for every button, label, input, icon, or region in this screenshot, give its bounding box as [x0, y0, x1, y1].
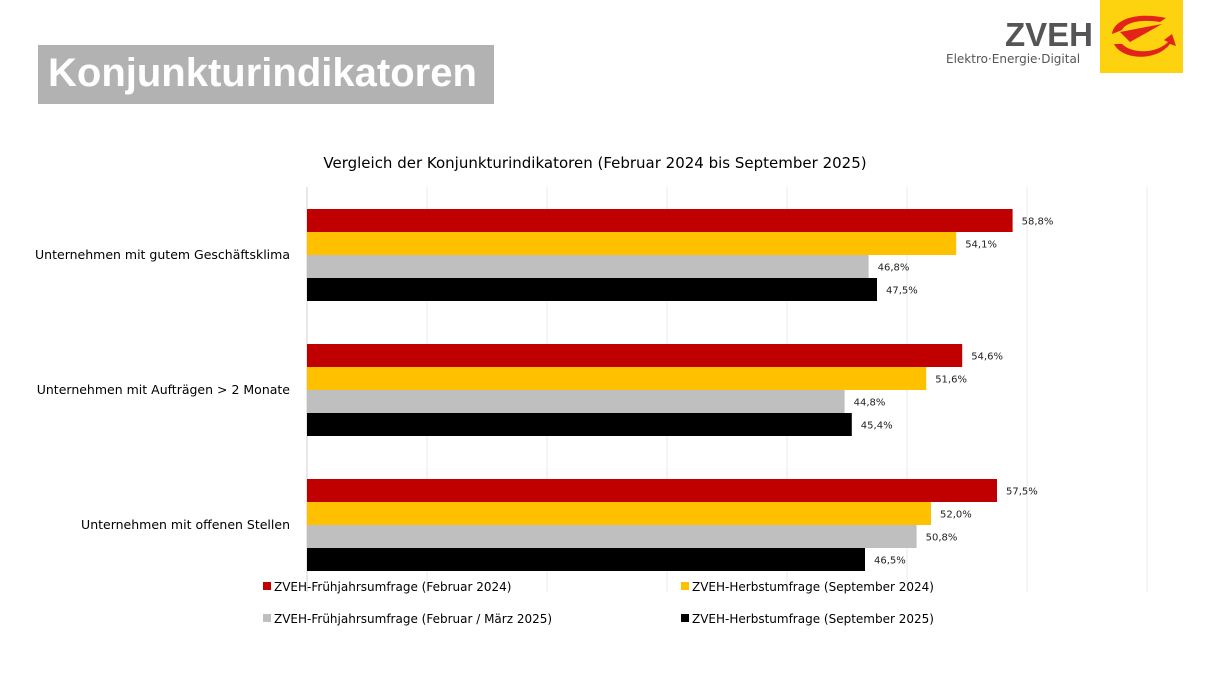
bar [307, 255, 869, 278]
bar [307, 232, 957, 255]
zveh-logo-text: ZVEH [1005, 16, 1094, 53]
legend-label: ZVEH-Frühjahrsumfrage (Februar 2024) [274, 580, 511, 594]
page-title: Konjunkturindikatoren [48, 51, 477, 95]
zveh-logo-icon [1100, 0, 1183, 73]
bar [307, 209, 1013, 232]
data-label: 51,6% [935, 375, 967, 386]
bar [307, 525, 917, 548]
data-label: 46,5% [874, 556, 906, 567]
legend-swatch [263, 614, 271, 622]
legend-label: ZVEH-Herbstumfrage (September 2024) [692, 580, 934, 594]
data-label: 44,8% [854, 398, 886, 409]
bar [307, 502, 931, 525]
bars: 58,8% 54,1% 46,8% 47,5% 54,6% 51,6% 44,8% 45,4%… [307, 209, 1053, 571]
bar [307, 367, 927, 390]
category-labels: Unternehmen mit gutem Geschäftsklima Unte… [35, 247, 290, 532]
legend-swatch [263, 582, 271, 590]
data-label: 45,4% [861, 421, 893, 432]
legend: ZVEH-Frühjahrsumfrage (Februar 2024) ZVEH… [263, 580, 934, 626]
data-label: 50,8% [926, 533, 958, 544]
data-label: 54,6% [971, 352, 1003, 363]
bar [307, 479, 997, 502]
data-label: 58,8% [1022, 217, 1054, 228]
page-title-box: Konjunkturindikatoren [38, 45, 494, 104]
data-label: 46,8% [878, 263, 910, 274]
zveh-e-mark-icon [1112, 15, 1176, 57]
bar [307, 390, 845, 413]
bar [307, 278, 877, 301]
category-label: Unternehmen mit offenen Stellen [81, 517, 290, 532]
data-label: 57,5% [1006, 487, 1038, 498]
bar [307, 548, 865, 571]
bar [307, 413, 852, 436]
data-label: 54,1% [965, 240, 997, 251]
data-label: 47,5% [886, 286, 918, 297]
chart-title: Vergleich der Konjunkturindikatoren (Feb… [323, 154, 866, 172]
category-label: Unternehmen mit Aufträgen > 2 Monate [37, 382, 291, 397]
legend-swatch [681, 582, 689, 590]
category-label: Unternehmen mit gutem Geschäftsklima [35, 247, 290, 262]
legend-label: ZVEH-Frühjahrsumfrage (Februar / März 20… [274, 612, 552, 626]
zveh-logo-tagline: Elektro·Energie·Digital [946, 52, 1081, 66]
data-label: 52,0% [940, 510, 972, 521]
legend-label: ZVEH-Herbstumfrage (September 2025) [692, 612, 934, 626]
bar [307, 344, 963, 367]
legend-swatch [681, 614, 689, 622]
